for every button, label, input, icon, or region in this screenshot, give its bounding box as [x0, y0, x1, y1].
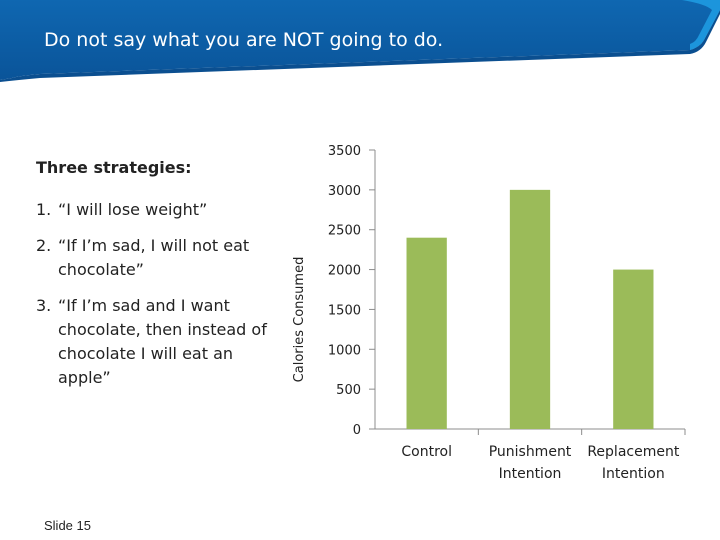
strategy-number: 1. [36, 200, 52, 219]
y-tick-label: 1000 [328, 343, 361, 358]
y-tick-label: 2000 [328, 264, 361, 279]
bar [509, 189, 551, 429]
bar [406, 237, 447, 429]
bar [613, 269, 654, 429]
slide-number: Slide 15 [44, 518, 91, 533]
x-tick-label: Punishment [489, 444, 572, 460]
strategy-text: “If I’m sad and I want chocolate, then i… [58, 296, 267, 387]
strategy-item: 3. “If I’m sad and I want chocolate, the… [36, 294, 276, 390]
y-tick-label: 2500 [328, 224, 361, 239]
header-background [0, 0, 720, 82]
y-tick-label: 3500 [328, 144, 361, 159]
x-tick-label: Replacement [587, 444, 680, 460]
y-tick-label: 500 [336, 383, 361, 398]
x-tick-label: Control [401, 444, 452, 460]
strategy-item: 2. “If I’m sad, I will not eat chocolate… [36, 234, 276, 282]
x-tick-label: Intention [602, 466, 665, 482]
y-axis-title: Calories Consumed [292, 257, 307, 383]
strategy-number: 2. [36, 236, 52, 255]
strategies-heading: Three strategies: [36, 158, 192, 177]
y-tick-label: 0 [353, 423, 361, 438]
strategies-panel: Three strategies: 1. “I will lose weight… [36, 156, 276, 402]
y-tick-label: 3000 [328, 184, 361, 199]
strategy-number: 3. [36, 296, 52, 315]
strategy-item: 1. “I will lose weight” [36, 198, 276, 222]
strategy-text: “I will lose weight” [58, 200, 208, 219]
header-banner: Do not say what you are NOT going to do. [0, 0, 720, 82]
slide-title: Do not say what you are NOT going to do. [44, 29, 444, 51]
strategy-text: “If I’m sad, I will not eat chocolate” [58, 236, 250, 279]
y-tick-label: 1500 [328, 303, 361, 318]
x-tick-label: Intention [499, 466, 562, 482]
